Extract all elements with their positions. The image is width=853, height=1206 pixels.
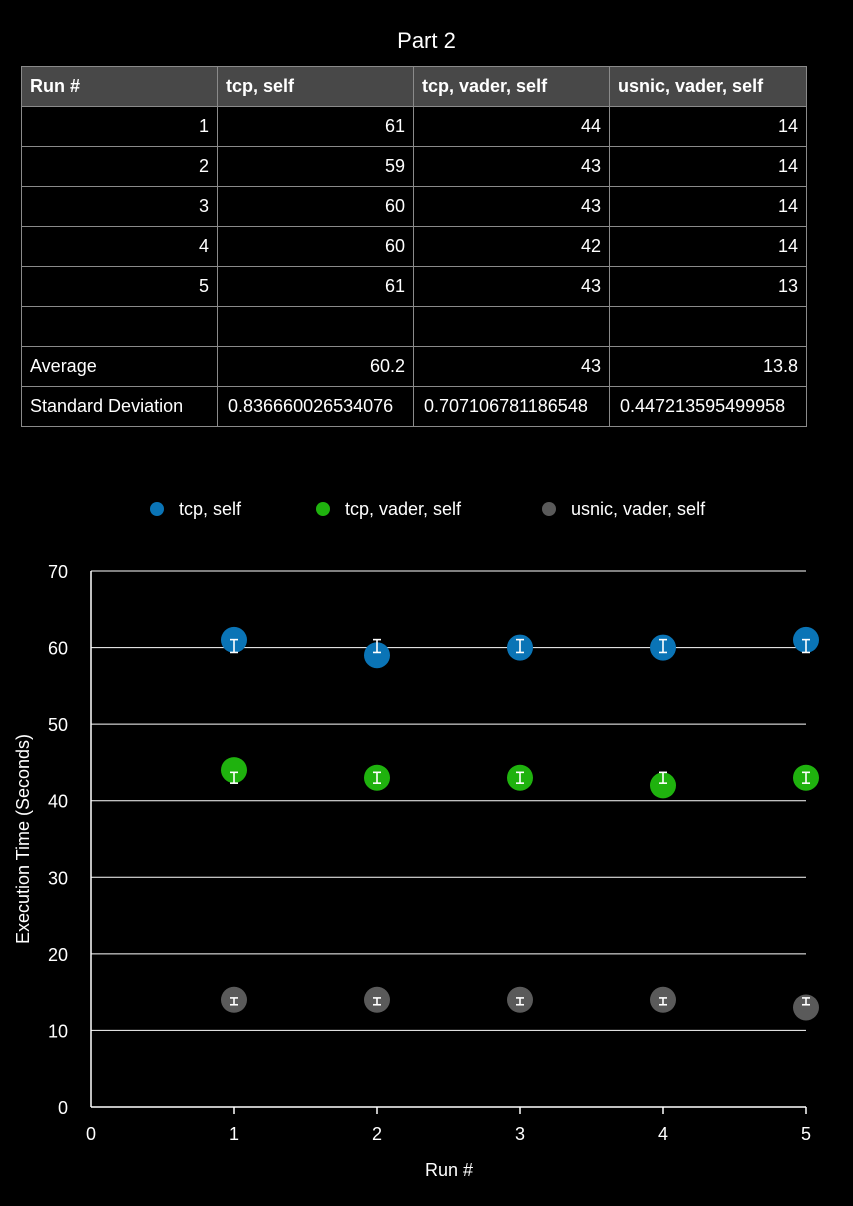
y-tick-label: 50	[48, 715, 68, 735]
y-tick-label: 30	[48, 868, 68, 888]
table-row-std-dev: Standard Deviation 0.836660026534076 0.7…	[21, 386, 807, 427]
table-cell: 1	[21, 106, 218, 147]
table-cell: 60	[217, 186, 414, 227]
table-cell	[217, 306, 414, 347]
y-tick-label: 0	[58, 1098, 68, 1118]
table-cell: 0.707106781186548	[413, 386, 610, 427]
x-tick-label: 2	[372, 1124, 382, 1144]
data-point	[793, 994, 819, 1021]
x-tick-label: 1	[229, 1124, 239, 1144]
table-cell: 14	[609, 146, 807, 187]
column-header: usnic, vader, self	[609, 66, 807, 107]
table-cell: 14	[609, 186, 807, 227]
table-cell: 59	[217, 146, 414, 187]
table-cell: 14	[609, 226, 807, 267]
table-cell	[21, 306, 218, 347]
x-tick-label: 5	[801, 1124, 811, 1144]
table-cell: 61	[217, 266, 414, 307]
table-row: 2 59 43 14	[21, 146, 807, 187]
legend-label: tcp, vader, self	[345, 499, 462, 519]
table-cell: 0.836660026534076	[217, 386, 414, 427]
table-row: 5 61 43 13	[21, 266, 807, 307]
table-cell: Standard Deviation	[21, 386, 218, 427]
legend-marker	[316, 502, 330, 516]
table-cell: 60.2	[217, 346, 414, 387]
table-cell: 3	[21, 186, 218, 227]
table-row: 1 61 44 14	[21, 106, 807, 147]
table-cell: 60	[217, 226, 414, 267]
table-cell: 43	[413, 346, 610, 387]
y-tick-label: 70	[48, 562, 68, 582]
legend-label: tcp, self	[179, 499, 242, 519]
table-cell: Average	[21, 346, 218, 387]
y-tick-label: 60	[48, 639, 68, 659]
table-row: 3 60 43 14	[21, 186, 807, 227]
data-point	[221, 757, 247, 784]
y-tick-label: 40	[48, 792, 68, 812]
table-cell: 42	[413, 226, 610, 267]
table-cell: 43	[413, 146, 610, 187]
table-cell: 4	[21, 226, 218, 267]
page-title: Part 2	[397, 28, 456, 53]
x-tick-label: 4	[658, 1124, 668, 1144]
table-cell	[609, 306, 807, 347]
scatter-chart: tcp, self tcp, vader, self usnic, vader, s…	[13, 499, 819, 1180]
x-axis-title: Run #	[425, 1160, 473, 1180]
x-tick-label: 0	[86, 1124, 96, 1144]
table-row-average: Average 60.2 43 13.8	[21, 346, 807, 387]
table-cell: 13.8	[609, 346, 807, 387]
x-tick-label: 3	[515, 1124, 525, 1144]
table-cell: 43	[413, 266, 610, 307]
table-cell: 44	[413, 106, 610, 147]
table-cell: 14	[609, 106, 807, 147]
table-row: 4 60 42 14	[21, 226, 807, 267]
table-cell: 5	[21, 266, 218, 307]
table-header-row: Run # tcp, self tcp, vader, self usnic, …	[21, 66, 807, 107]
y-tick-label: 20	[48, 945, 68, 965]
table-cell	[413, 306, 610, 347]
table-cell: 61	[217, 106, 414, 147]
table-row-empty	[21, 306, 807, 347]
legend-label: usnic, vader, self	[571, 499, 706, 519]
legend-marker	[150, 502, 164, 516]
data-point	[364, 642, 390, 669]
column-header: tcp, vader, self	[413, 66, 610, 107]
table-cell: 0.447213595499958	[609, 386, 807, 427]
legend-marker	[542, 502, 556, 516]
column-header: Run #	[21, 66, 218, 107]
table-cell: 2	[21, 146, 218, 187]
y-axis-title: Execution Time (Seconds)	[13, 734, 33, 944]
column-header: tcp, self	[217, 66, 414, 107]
table-cell: 43	[413, 186, 610, 227]
results-table: Run # tcp, self tcp, vader, self usnic, …	[21, 66, 807, 427]
data-point	[650, 772, 676, 799]
y-tick-label: 10	[48, 1021, 68, 1041]
table-cell: 13	[609, 266, 807, 307]
